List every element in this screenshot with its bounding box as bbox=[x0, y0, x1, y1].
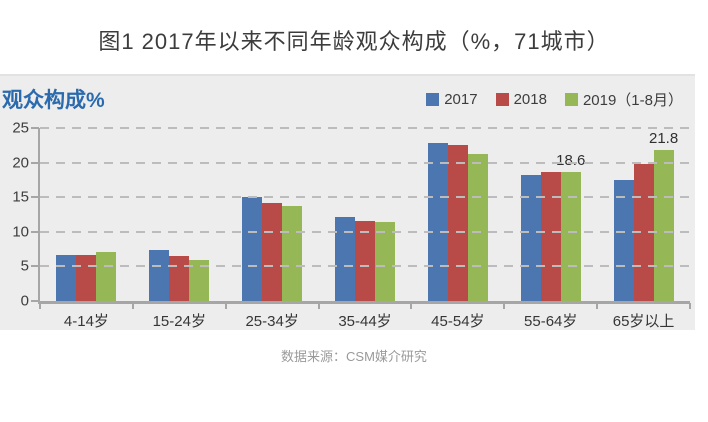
x-axis-labels: 4-14岁 15-24岁 25-34岁 35-44岁 45-54岁 55-64岁 65岁以上 bbox=[40, 310, 690, 331]
x-axis-label-4-14岁: 4-14岁 bbox=[63, 313, 109, 330]
y-tick-label: 25 bbox=[12, 119, 29, 137]
legend: 2017 2018 2019（1-8月） bbox=[426, 89, 683, 110]
bar-2017-55-64岁 bbox=[520, 175, 541, 301]
bar-group-55-64岁: 18.6 bbox=[504, 128, 597, 301]
bar-group-45-54岁 bbox=[411, 128, 504, 301]
bar-2019（1-8月）-35-44岁 bbox=[375, 222, 395, 301]
x-tick-mark bbox=[224, 303, 227, 309]
bar-2018-15-24岁 bbox=[169, 256, 190, 301]
y-tick-mark bbox=[31, 161, 39, 164]
plot-area: 18.621.8 4-14岁15-24岁25-34岁35-44岁45-54岁55… bbox=[12, 120, 691, 330]
bar-2017-65岁以上 bbox=[613, 179, 634, 301]
y-tick-mark bbox=[31, 127, 39, 129]
y-tick-label: 10 bbox=[12, 223, 29, 241]
bars-container: 18.6 21.8 bbox=[40, 128, 690, 301]
bar-2017-45-54岁 bbox=[427, 142, 448, 301]
bar-2018-4-14岁 bbox=[76, 255, 97, 301]
x-axis-label-35-44岁: 35-44岁 bbox=[338, 313, 392, 330]
bar-2019（1-8月）-55-64岁: 18.6 bbox=[556, 152, 585, 301]
bar-group-4-14岁 bbox=[40, 128, 133, 301]
gridline-15 bbox=[40, 196, 690, 199]
legend-swatch-icon bbox=[564, 93, 578, 106]
legend-item-2018: 2018 bbox=[495, 91, 547, 108]
bar-2018-35-44岁 bbox=[355, 221, 375, 301]
bar-value-annotation: 21.8 bbox=[648, 130, 679, 148]
gridline-10 bbox=[40, 230, 690, 233]
x-tick-mark bbox=[39, 303, 41, 309]
legend-label: 2017 bbox=[444, 91, 478, 108]
data-source-note: 数据来源：CSM媒介研究 bbox=[281, 349, 427, 364]
gridline-20 bbox=[40, 161, 690, 164]
x-axis-label-15-24岁: 15-24岁 bbox=[152, 313, 206, 330]
x-tick-mark bbox=[131, 303, 134, 309]
legend-label: 2018 bbox=[513, 91, 547, 108]
chart-title: 图1 2017年以来不同年龄观众构成（%，71城市） bbox=[98, 29, 610, 54]
x-axis-label-55-64岁: 55-64岁 bbox=[524, 313, 578, 330]
bar-2019（1-8月）-15-24岁 bbox=[189, 260, 210, 301]
x-tick-mark bbox=[596, 303, 599, 309]
x-tick-mark bbox=[410, 303, 413, 309]
gridline-5 bbox=[40, 265, 690, 268]
gridline-25 bbox=[40, 127, 690, 129]
chart-panel: 观众构成% 2017 2018 2019（1-8月） 18.6 21.8 4-14岁 1… bbox=[0, 74, 695, 330]
bar-value-annotation: 18.6 bbox=[556, 152, 585, 169]
x-tick-mark bbox=[503, 303, 506, 309]
x-axis-label-25-34岁: 25-34岁 bbox=[245, 313, 299, 330]
legend-label: 2019（1-8月） bbox=[582, 92, 683, 109]
y-tick-label: 5 bbox=[20, 257, 29, 275]
bar-2019（1-8月）-45-54岁 bbox=[467, 153, 488, 301]
bar-2019（1-8月）-65岁以上: 21.8 bbox=[649, 130, 678, 301]
y-tick-mark bbox=[31, 265, 39, 268]
bar-2018-25-34岁 bbox=[262, 202, 283, 301]
legend-item-2017: 2017 bbox=[426, 91, 478, 108]
bar-2017-35-44岁 bbox=[335, 216, 355, 301]
bar-2017-25-34岁 bbox=[242, 197, 263, 301]
x-axis-label-45-54岁: 45-54岁 bbox=[431, 313, 485, 330]
x-tick-mark bbox=[317, 303, 320, 309]
y-tick-label: 20 bbox=[12, 154, 29, 172]
bar-group-65岁以上: 21.8 bbox=[597, 128, 690, 301]
x-axis-label-65岁以上: 65岁以上 bbox=[612, 313, 675, 330]
bar-2018-55-64岁 bbox=[540, 171, 561, 301]
y-axis-title: 观众构成% bbox=[2, 89, 105, 112]
legend-swatch-icon bbox=[495, 93, 509, 106]
y-tick-label: 15 bbox=[12, 188, 29, 206]
x-tick-mark bbox=[689, 303, 691, 309]
bar-2018-45-54岁 bbox=[447, 144, 468, 301]
legend-swatch-icon bbox=[426, 93, 440, 106]
y-tick-mark bbox=[31, 300, 39, 302]
bar-2017-15-24岁 bbox=[149, 250, 170, 301]
y-tick-label: 0 bbox=[20, 292, 29, 310]
bar-2019（1-8月）-4-14岁 bbox=[96, 251, 117, 301]
bar-group-25-34岁 bbox=[226, 128, 319, 301]
bar-group-35-44岁 bbox=[319, 128, 412, 301]
legend-item-2019（1-8月）: 2019（1-8月） bbox=[564, 89, 683, 110]
y-tick-mark bbox=[31, 196, 39, 199]
bar-2017-4-14岁 bbox=[56, 254, 77, 301]
bar-group-15-24岁 bbox=[133, 128, 226, 301]
y-tick-mark bbox=[31, 230, 39, 233]
bar-2019（1-8月）-25-34岁 bbox=[282, 205, 303, 301]
